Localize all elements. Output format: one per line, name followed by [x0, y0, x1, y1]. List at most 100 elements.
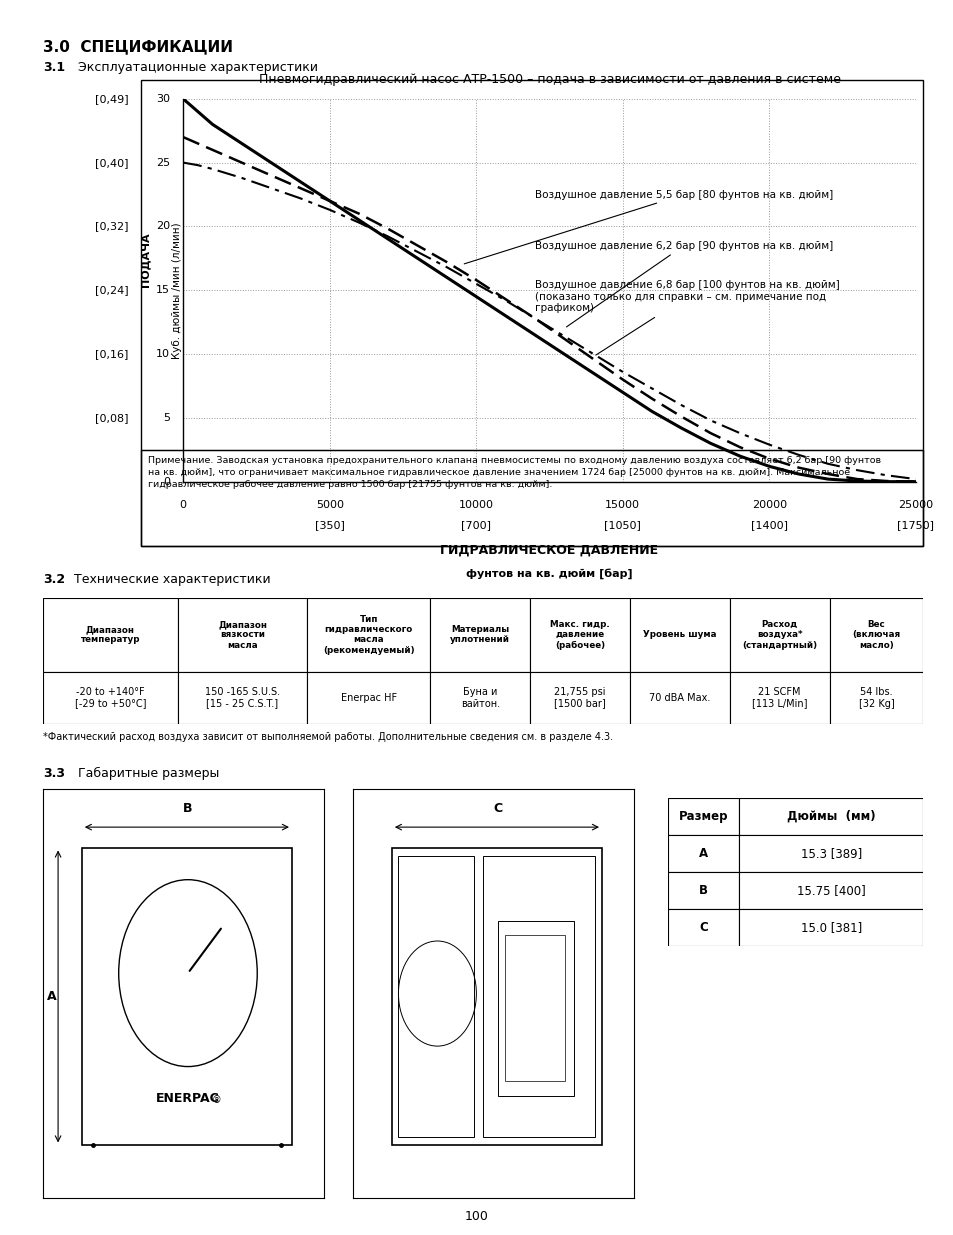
Text: 25: 25 [155, 158, 170, 168]
Bar [178, 598, 307, 672]
Text: [350]: [350] [314, 520, 344, 530]
FancyArrowPatch shape [190, 929, 221, 971]
Text: [0,32]: [0,32] [94, 221, 128, 231]
Text: A: A [699, 847, 707, 860]
Text: Воздушное давление 6,8 бар [100 фунтов на кв. дюйм]
(показано только для справки: Воздушное давление 6,8 бар [100 фунтов н… [535, 280, 839, 356]
Bar [504, 935, 564, 1081]
Text: 3.3: 3.3 [43, 767, 65, 781]
Text: 10: 10 [156, 350, 170, 359]
Text: Диапазон
вязкости
масла: Диапазон вязкости масла [218, 620, 267, 650]
Text: B: B [183, 803, 193, 815]
Text: Уровень шума: Уровень шума [642, 630, 716, 640]
Text: 15000: 15000 [604, 500, 639, 510]
Text: 100: 100 [464, 1209, 489, 1223]
Text: [1400]: [1400] [750, 520, 787, 530]
Text: 15.0 [381]: 15.0 [381] [800, 921, 862, 934]
Bar [307, 598, 430, 672]
Bar [829, 672, 923, 724]
Text: Примечание. Заводская установка предохранительного клапана пневмосистемы по вход: Примечание. Заводская установка предохра… [148, 456, 880, 489]
Text: 15.75 [400]: 15.75 [400] [796, 884, 865, 897]
Text: Эксплуатационные характеристики: Эксплуатационные характеристики [70, 61, 317, 74]
Text: 150 -165 S.U.S.
[15 - 25 C.S.T.]: 150 -165 S.U.S. [15 - 25 C.S.T.] [205, 687, 280, 709]
Text: фунтов на кв. дюйм [бар]: фунтов на кв. дюйм [бар] [466, 568, 632, 579]
Text: Буна и
вайтон.: Буна и вайтон. [460, 687, 499, 709]
Bar [430, 672, 530, 724]
Text: Вес
(включая
масло): Вес (включая масло) [851, 620, 900, 650]
Bar [497, 920, 573, 1095]
Text: B: B [699, 884, 707, 897]
Bar [667, 798, 739, 835]
Bar [530, 672, 629, 724]
Bar [729, 672, 829, 724]
Text: 3.1: 3.1 [43, 61, 65, 74]
Bar [430, 598, 530, 672]
Text: Макс. гидр.
давление
(рабочее): Макс. гидр. давление (рабочее) [550, 620, 609, 650]
Bar [739, 909, 923, 946]
Bar [739, 872, 923, 909]
Text: Дюймы  (мм): Дюймы (мм) [786, 810, 875, 823]
Text: 30: 30 [156, 94, 170, 104]
Text: [1050]: [1050] [603, 520, 640, 530]
Text: [0,40]: [0,40] [94, 158, 128, 168]
Bar [667, 872, 739, 909]
Bar [629, 598, 729, 672]
Bar [178, 672, 307, 724]
Text: Пневмогидравлический насос АТР-1500 – подача в зависимости от давления в системе: Пневмогидравлический насос АТР-1500 – по… [258, 73, 840, 86]
Text: [700]: [700] [460, 520, 491, 530]
Text: 20: 20 [155, 221, 170, 231]
Text: [0,49]: [0,49] [94, 94, 128, 104]
Text: Тип
гидравлического
масла
(рекомендуемый): Тип гидравлического масла (рекомендуемый… [322, 615, 415, 655]
Text: C: C [699, 921, 707, 934]
Text: ГИДРАВЛИЧЕСКОЕ ДАВЛЕНИЕ: ГИДРАВЛИЧЕСКОЕ ДАВЛЕНИЕ [440, 543, 658, 557]
Text: A: A [47, 990, 56, 1003]
Text: [1750]: [1750] [897, 520, 933, 530]
Text: -20 to +140°F
[-29 to +50°C]: -20 to +140°F [-29 to +50°C] [74, 687, 146, 709]
Bar [667, 835, 739, 872]
Text: [0,16]: [0,16] [94, 350, 128, 359]
Bar [739, 798, 923, 835]
Text: 20000: 20000 [751, 500, 786, 510]
Bar [729, 598, 829, 672]
Text: ENERPAC: ENERPAC [156, 1092, 219, 1104]
Text: Технические характеристики: Технические характеристики [70, 573, 270, 587]
Bar [667, 909, 739, 946]
Bar [392, 847, 601, 1145]
Bar [482, 856, 595, 1136]
Text: Куб. дюймы /мин (л/мин): Куб. дюймы /мин (л/мин) [172, 222, 182, 358]
Text: Enerpac HF: Enerpac HF [340, 693, 396, 703]
Text: 0: 0 [163, 477, 170, 487]
Text: *Фактический расход воздуха зависит от выполняемой работы. Дополнительные сведен: *Фактический расход воздуха зависит от в… [43, 732, 613, 742]
Bar [629, 672, 729, 724]
Text: Воздушное давление 5,5 бар [80 фунтов на кв. дюйм]: Воздушное давление 5,5 бар [80 фунтов на… [464, 189, 832, 264]
Text: 3.2: 3.2 [43, 573, 65, 587]
Text: 0: 0 [179, 500, 187, 510]
Text: ПОДАЧА: ПОДАЧА [140, 232, 150, 287]
Bar [398, 856, 474, 1136]
Text: Размер: Размер [679, 810, 727, 823]
Text: 15: 15 [156, 285, 170, 295]
Text: [0,08]: [0,08] [94, 412, 128, 422]
Text: Воздушное давление 6,2 бар [90 фунтов на кв. дюйм]: Воздушное давление 6,2 бар [90 фунтов на… [535, 241, 832, 327]
Text: 3.0  СПЕЦИФИКАЦИИ: 3.0 СПЕЦИФИКАЦИИ [43, 40, 233, 54]
Text: 54 lbs.
[32 Kg]: 54 lbs. [32 Kg] [858, 687, 894, 709]
Text: 15.3 [389]: 15.3 [389] [800, 847, 862, 860]
Text: 5000: 5000 [315, 500, 343, 510]
Bar [307, 672, 430, 724]
Bar [829, 598, 923, 672]
Text: Диапазон
температур: Диапазон температур [81, 625, 140, 645]
Text: Материалы
уплотнений: Материалы уплотнений [450, 625, 510, 645]
Text: 21,755 psi
[1500 bar]: 21,755 psi [1500 bar] [554, 687, 605, 709]
Bar [739, 835, 923, 872]
Text: 5: 5 [163, 412, 170, 422]
Text: Габаритные размеры: Габаритные размеры [70, 767, 219, 781]
Text: 21 SCFM
[113 L/Min]: 21 SCFM [113 L/Min] [751, 687, 806, 709]
Text: [0,24]: [0,24] [94, 285, 128, 295]
Bar [82, 847, 292, 1145]
Text: 25000: 25000 [898, 500, 932, 510]
Bar [530, 598, 629, 672]
Text: 70 dBA Max.: 70 dBA Max. [648, 693, 710, 703]
Text: Расход
воздуха*
(стандартный): Расход воздуха* (стандартный) [741, 620, 817, 650]
Text: ®: ® [211, 1095, 221, 1105]
Bar [43, 672, 178, 724]
Text: C: C [493, 803, 502, 815]
